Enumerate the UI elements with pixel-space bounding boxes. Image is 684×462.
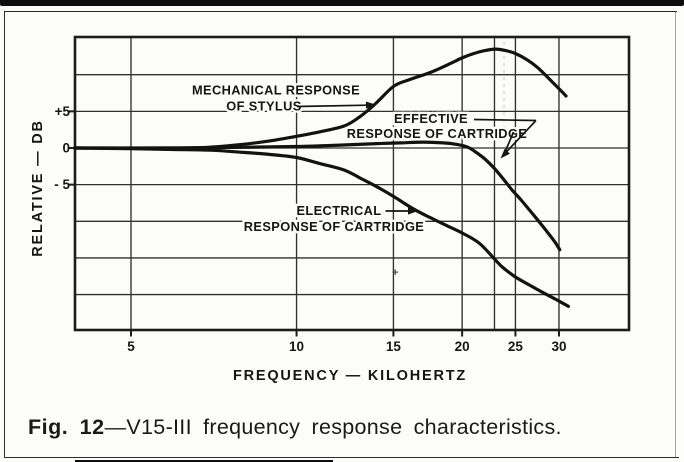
page-top-rule — [0, 0, 684, 6]
figure-border-bottom — [4, 456, 679, 459]
x-tick-label: 10 — [289, 339, 304, 354]
tick-labels: 5 10 15 20 25 30 +5 0 - 5 — [54, 104, 566, 354]
x-tick-label: 15 — [386, 339, 402, 354]
arrowhead-elec — [408, 207, 418, 215]
label-leader-arrows — [296, 101, 537, 215]
figure-border-top — [4, 10, 677, 13]
x-tick-label: 25 — [508, 339, 524, 354]
curve-label-elec: ELECTRICAL — [296, 203, 381, 218]
page-bottom-rule — [75, 459, 333, 462]
caption-text: —V15-III frequency response characterist… — [104, 415, 562, 439]
x-axis-title: FREQUENCY — KILOHERTZ — [233, 368, 467, 384]
arrowhead-eff — [500, 148, 510, 159]
y-tick-label: 0 — [62, 141, 70, 156]
x-tick-label: 5 — [127, 339, 135, 354]
plot-frame — [73, 35, 631, 332]
curve-label-mech: MECHANICAL RESPONSE — [192, 83, 360, 98]
curve-label-eff: RESPONSE OF CARTRIDGE — [347, 126, 528, 141]
effective-response-curve — [73, 140, 562, 252]
print-artifact-plus: + — [392, 267, 398, 279]
y-tick-label: - 5 — [54, 177, 70, 192]
arrowhead-mech — [365, 101, 376, 109]
curve-label-eff: EFFECTIVE — [394, 111, 468, 126]
figure-border-right — [674, 12, 676, 457]
figure-border-left — [3, 11, 6, 458]
curve-label-mech: OF STYLUS — [226, 99, 301, 114]
x-tick-label: 30 — [551, 339, 566, 354]
data-curves — [73, 47, 570, 308]
gridlines — [75, 37, 629, 330]
mechanical-response-curve — [73, 47, 568, 150]
caption-figure-number: Fig. 12 — [28, 415, 105, 439]
leader-line-mech — [296, 104, 368, 108]
y-axis-title: RELATIVE — DB — [30, 119, 46, 257]
y-tick-label: +5 — [55, 104, 71, 119]
curve-label-elec: RESPONSE OF CARTRIDGE — [244, 219, 425, 234]
leader-line-eff — [503, 119, 537, 156]
x-tick-label: 20 — [455, 339, 470, 354]
figure-caption: Fig. 12—V15-III frequency response chara… — [28, 415, 658, 440]
electrical-response-curve — [73, 146, 570, 308]
leader-line-eff — [473, 118, 537, 122]
